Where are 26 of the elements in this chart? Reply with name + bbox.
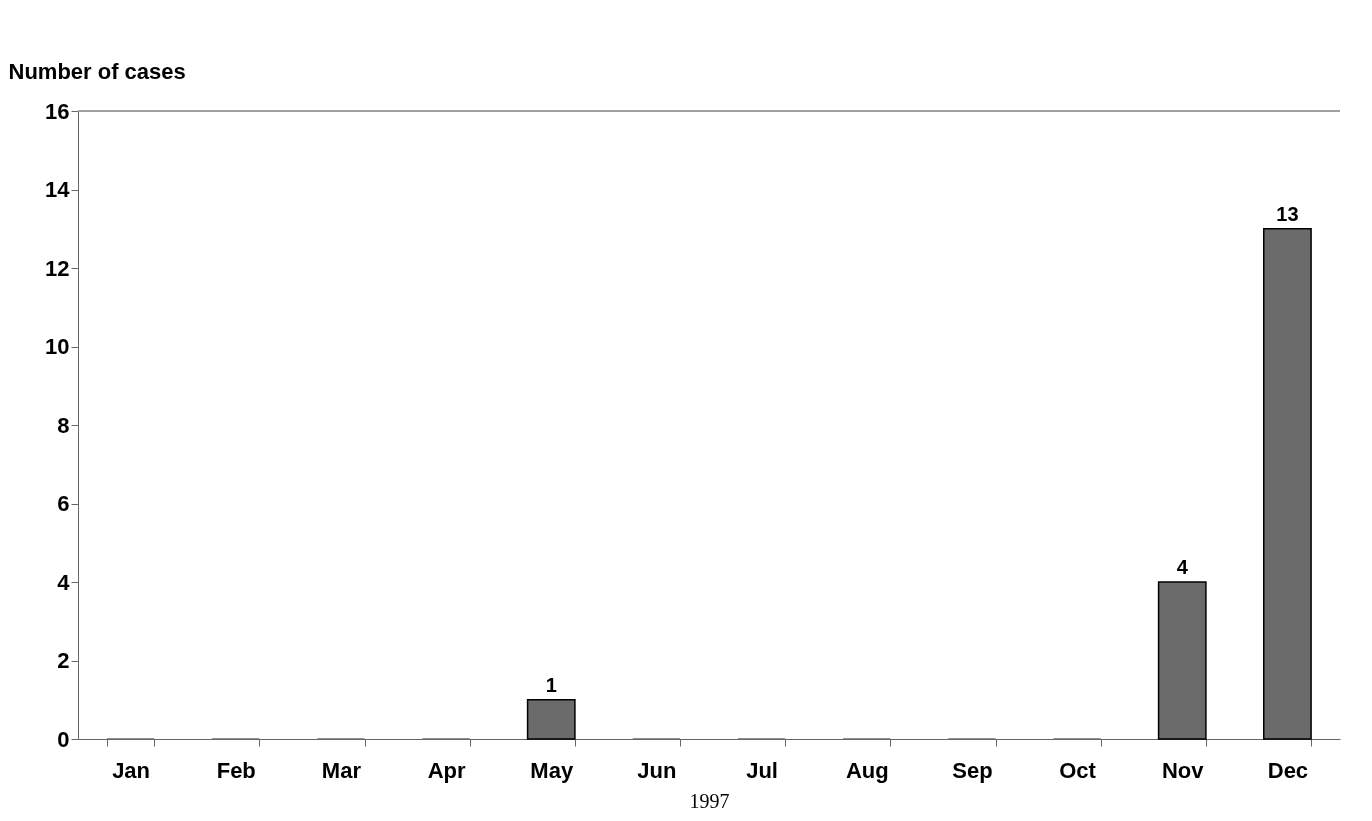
x-tick-label: Jul (746, 757, 778, 783)
y-tick-label: 12 (45, 255, 70, 281)
x-tick-label: Nov (1161, 757, 1205, 783)
y-tick-label: 4 (57, 569, 71, 595)
x-axis-title: 1997 (689, 789, 730, 812)
y-tick-label: 14 (45, 177, 71, 202)
y-tick-label: 10 (45, 334, 70, 359)
x-tick-label: Feb (216, 757, 256, 783)
x-tick-label: Jan (112, 757, 151, 783)
y-tick-label: 6 (57, 491, 70, 516)
y-tick-label: 0 (57, 726, 70, 752)
y-tick-label: 8 (57, 412, 70, 438)
data-label: 4 (1176, 556, 1189, 578)
x-tick-label: Sep (952, 757, 993, 783)
x-tick-label: Apr (427, 757, 466, 783)
x-tick-label: May (530, 757, 574, 783)
data-label: 13 (1276, 202, 1299, 225)
x-tick-label: Oct (1059, 757, 1097, 783)
data-label: 1 (545, 673, 557, 696)
x-tick-label: Dec (1267, 757, 1309, 783)
y-tick-label: 16 (45, 98, 70, 124)
y-axis-title: Number of cases (8, 58, 186, 84)
x-tick-label: Jun (637, 757, 677, 783)
x-tick-label: Aug (845, 757, 889, 783)
y-tick-label: 2 (57, 648, 70, 673)
x-tick-label: Mar (321, 757, 362, 783)
